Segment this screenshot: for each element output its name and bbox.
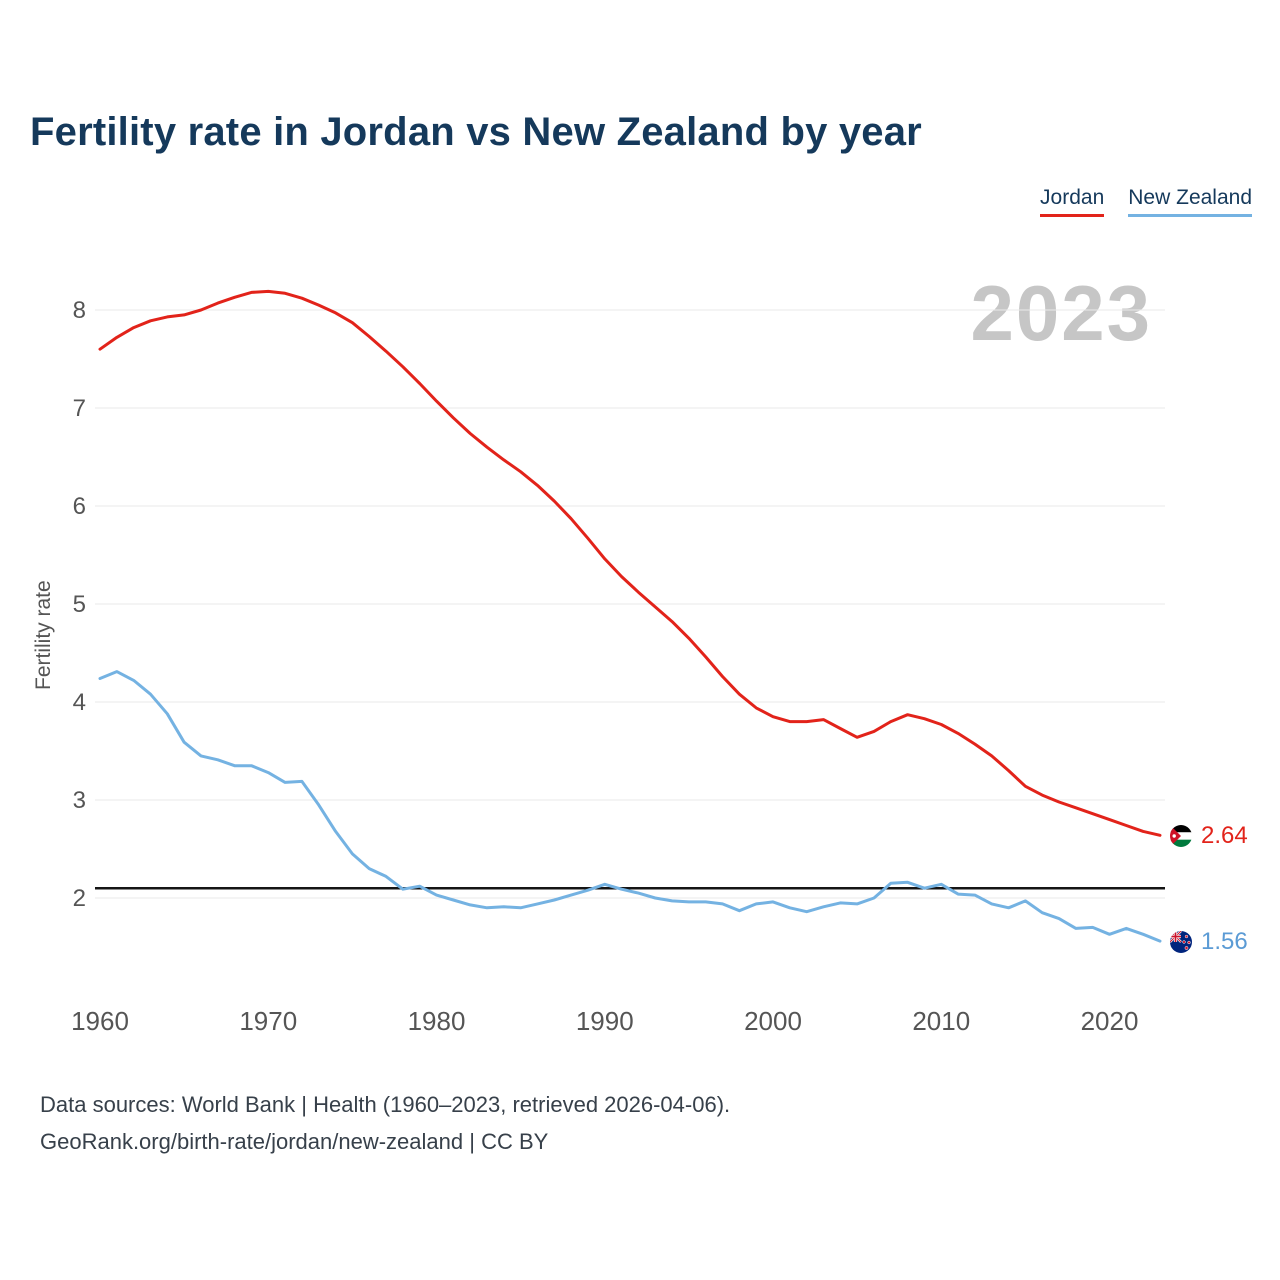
- svg-text:1990: 1990: [576, 1006, 634, 1036]
- attribution-line: GeoRank.org/birth-rate/jordan/new-zealan…: [40, 1129, 549, 1154]
- fertility-line-chart[interactable]: 2 3 4 5 6 7 8 1960 1970 1980 1990 2000 2010 2020: [0, 230, 1280, 1070]
- svg-text:1960: 1960: [71, 1006, 129, 1036]
- jordan-end-value: 2.64: [1201, 822, 1248, 849]
- svg-text:7: 7: [73, 395, 86, 422]
- svg-text:2000: 2000: [744, 1006, 802, 1036]
- svg-text:1970: 1970: [239, 1006, 297, 1036]
- jordan-end-label: 2.64: [1170, 822, 1248, 850]
- svg-text:2: 2: [73, 885, 86, 912]
- new-zealand-flag-icon: [1170, 931, 1192, 953]
- legend-item-new-zealand[interactable]: New Zealand: [1128, 186, 1252, 217]
- jordan-flag-icon: [1170, 825, 1192, 847]
- svg-text:4: 4: [73, 689, 86, 716]
- svg-text:5: 5: [73, 591, 86, 618]
- legend: Jordan New Zealand: [1040, 186, 1252, 217]
- page-title: Fertility rate in Jordan vs New Zealand …: [30, 110, 922, 154]
- svg-text:6: 6: [73, 493, 86, 520]
- svg-text:2010: 2010: [912, 1006, 970, 1036]
- svg-text:3: 3: [73, 787, 86, 814]
- legend-item-jordan[interactable]: Jordan: [1040, 186, 1105, 217]
- svg-text:1980: 1980: [408, 1006, 466, 1036]
- new-zealand-end-value: 1.56: [1201, 928, 1248, 955]
- data-sources-line: Data sources: World Bank | Health (1960–…: [40, 1092, 731, 1117]
- svg-text:2020: 2020: [1081, 1006, 1139, 1036]
- new-zealand-end-label: 1.56: [1170, 928, 1248, 956]
- footer: Data sources: World Bank | Health (1960–…: [40, 1086, 730, 1160]
- svg-text:8: 8: [73, 297, 86, 324]
- year-watermark: 2023: [970, 269, 1152, 357]
